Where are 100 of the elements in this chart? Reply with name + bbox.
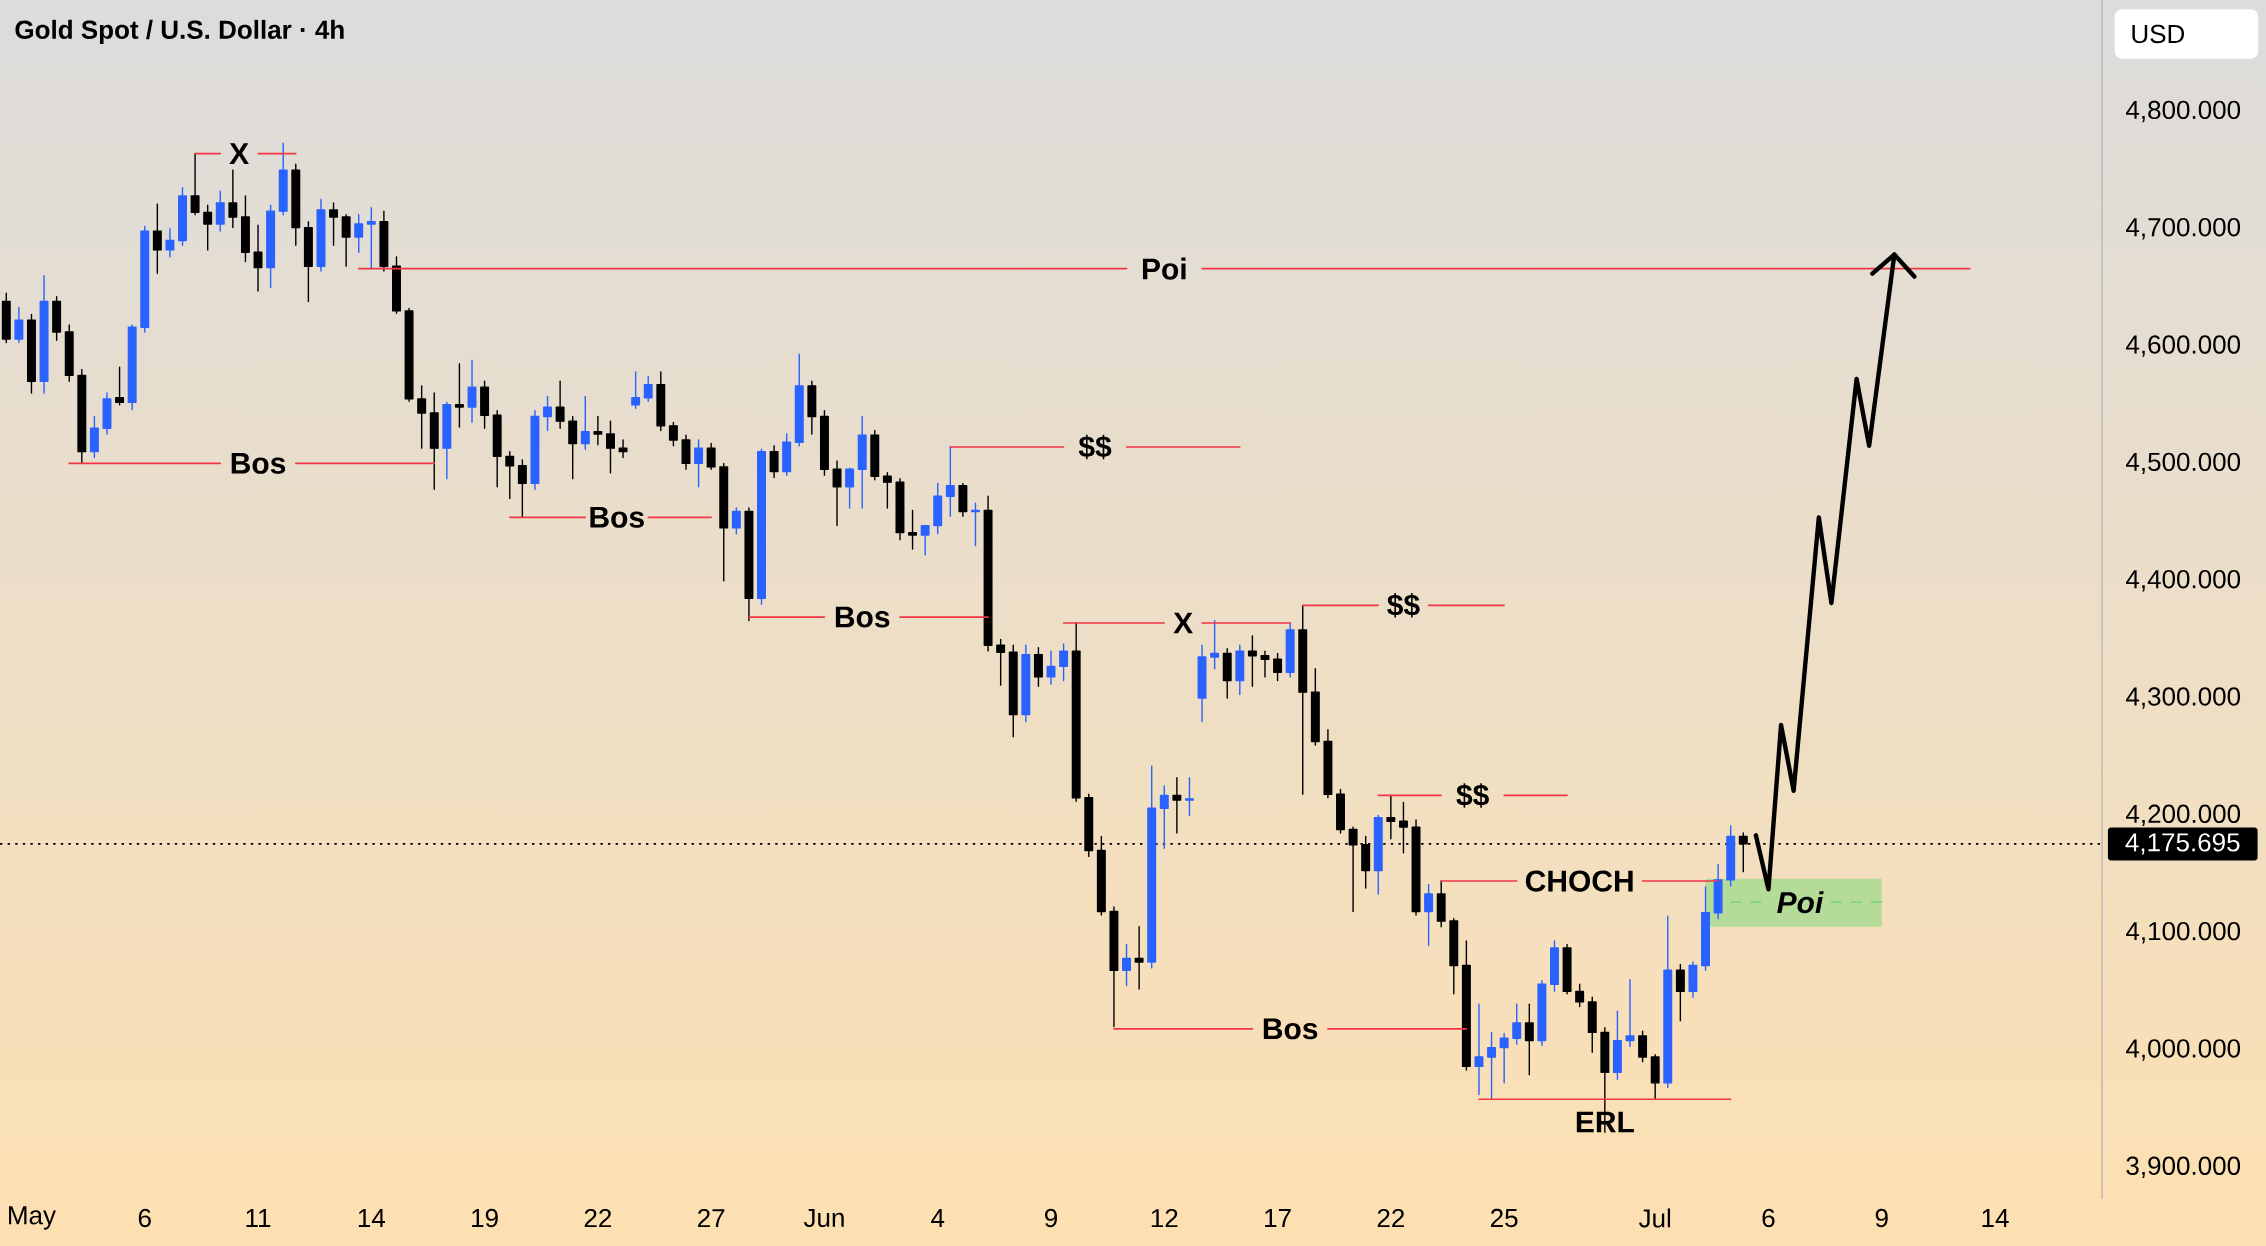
candlestick (1474, 1003, 1484, 1096)
candlestick (656, 371, 666, 432)
series-label: Poi (1142, 257, 1186, 280)
candlestick (1436, 880, 1446, 928)
candlestick (555, 380, 565, 429)
x-tick-label: 14 (1982, 1209, 2009, 1227)
candlestick (568, 415, 578, 480)
candlestick (1512, 1003, 1522, 1045)
candlestick (769, 445, 779, 479)
candlestick (291, 163, 301, 246)
x-tick-label: May (9, 1206, 56, 1230)
y-tick-label: 3,900.000 (2126, 1156, 2241, 1179)
candlestick (1109, 906, 1119, 1028)
x-tick-label: 9 (1875, 1208, 1888, 1228)
y-tick-label: 4,800.000 (2126, 100, 2241, 123)
x-tick-label: 22 (584, 1208, 612, 1228)
candlestick (1499, 1032, 1509, 1084)
candlestick (1688, 961, 1698, 998)
candlestick (706, 442, 716, 470)
candlestick (102, 392, 112, 435)
candlestick (1235, 644, 1245, 696)
candlestick (1033, 646, 1043, 687)
candlestick (1663, 915, 1673, 1089)
candlestick (983, 495, 993, 652)
series-label: $$ (1078, 434, 1112, 460)
candlestick (52, 296, 62, 341)
candlestick (1071, 622, 1081, 802)
candlestick (228, 169, 238, 229)
x-tick-label: 4 (931, 1209, 945, 1227)
candlestick (1159, 785, 1169, 849)
candlestick (1059, 643, 1069, 682)
candlestick (316, 198, 326, 272)
candlestick (668, 421, 678, 447)
candlestick (1537, 980, 1547, 1046)
candlestick (958, 482, 968, 517)
candlestick (794, 353, 804, 447)
series-label: $$ (1456, 783, 1489, 808)
candlestick (1550, 940, 1559, 993)
series-label: X (1173, 612, 1193, 634)
candlestick (895, 477, 905, 541)
x-tick-label: 25 (1490, 1208, 1518, 1228)
candlestick (215, 190, 225, 232)
candlestick (329, 202, 339, 246)
candlestick (807, 380, 817, 435)
series-label: Bos (590, 506, 644, 528)
candlestick (140, 225, 150, 333)
series-label: X (229, 143, 249, 164)
x-tick-label: 27 (698, 1208, 725, 1228)
x-tick-label: 9 (1045, 1208, 1057, 1228)
candlestick (1650, 1053, 1660, 1100)
x-tick-label: 12 (1151, 1208, 1178, 1228)
candlestick (278, 142, 288, 216)
candlestick (543, 395, 552, 432)
candlestick (1046, 650, 1056, 685)
candlestick (1197, 644, 1207, 723)
candlestick (1260, 650, 1270, 678)
candlestick (253, 224, 263, 292)
series-label: Bos (231, 452, 286, 474)
candlestick (530, 409, 540, 490)
candlestick (89, 415, 99, 459)
candlestick (1134, 926, 1144, 990)
candlestick (1, 292, 11, 344)
candlestick (14, 306, 24, 344)
series-label: Poi (1777, 891, 1824, 914)
candlestick (845, 467, 855, 509)
candlestick (782, 433, 792, 476)
candlestick (1122, 943, 1131, 987)
x-tick-label: Jun (803, 1208, 844, 1228)
candlestick (857, 415, 867, 509)
series-label: Bos (835, 606, 890, 628)
candlestick (240, 195, 250, 263)
candlestick (1285, 622, 1295, 678)
y-tick-label: 4,200.000 (2126, 804, 2241, 827)
candlestick (1701, 886, 1710, 971)
y-tick-label: 4,600.000 (2126, 335, 2241, 357)
candlestick (593, 415, 603, 446)
x-tick-label: 6 (138, 1208, 151, 1228)
candlestick (517, 459, 527, 519)
candlestick (1147, 765, 1157, 969)
candlestick (1625, 978, 1635, 1048)
candlestick (442, 401, 452, 480)
y-axis-title: USD (2132, 24, 2185, 44)
x-tick-label: 19 (472, 1208, 498, 1228)
candlestick (605, 420, 615, 474)
candlestick (580, 395, 590, 451)
candlestick (643, 375, 653, 402)
candlestick (303, 221, 313, 303)
candlestick (832, 460, 842, 527)
candlestick (1310, 668, 1320, 746)
candlestick (1273, 652, 1283, 682)
candlestick (920, 524, 930, 556)
x-tick-label: 6 (1762, 1208, 1775, 1228)
candlestick (933, 482, 943, 535)
candlestick (127, 324, 137, 411)
candlestick (1713, 863, 1723, 920)
candlestick (190, 152, 200, 216)
x-tick-label: Jul (1638, 1208, 1671, 1228)
candlestick (1562, 943, 1572, 995)
candlestick (392, 256, 401, 314)
x-tick-label: 22 (1377, 1208, 1405, 1228)
